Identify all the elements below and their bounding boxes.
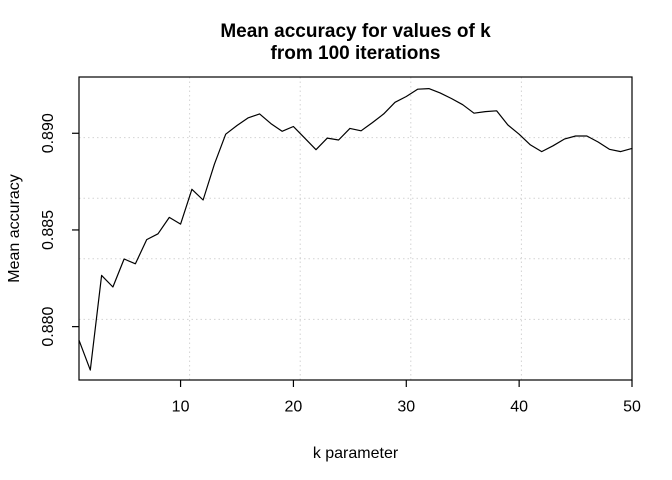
x-tick-label: 40 [510,399,528,416]
y-tick-label: 0.890 [40,113,57,153]
x-tick-label: 30 [397,399,415,416]
chart-title-line-1: Mean accuracy for values of k [220,21,491,42]
x-tick-label: 20 [285,399,303,416]
plot-border [78,76,633,381]
data-line-layer [78,87,633,371]
x-tick-label: 10 [172,399,190,416]
y-tick-label: 0.885 [40,210,57,250]
y-tick-label: 0.880 [40,307,57,347]
y-axis-label: Mean accuracy [6,174,23,283]
axis-ticks-layer: 10 20 30 40 50 0.880 0.885 0.890 [40,76,641,416]
x-tick-label: 50 [623,399,641,416]
x-axis-label: k parameter [313,445,399,462]
grid-lines [79,77,632,380]
accuracy-line [78,87,633,371]
chart-title-line-2: from 100 iterations [271,43,441,64]
